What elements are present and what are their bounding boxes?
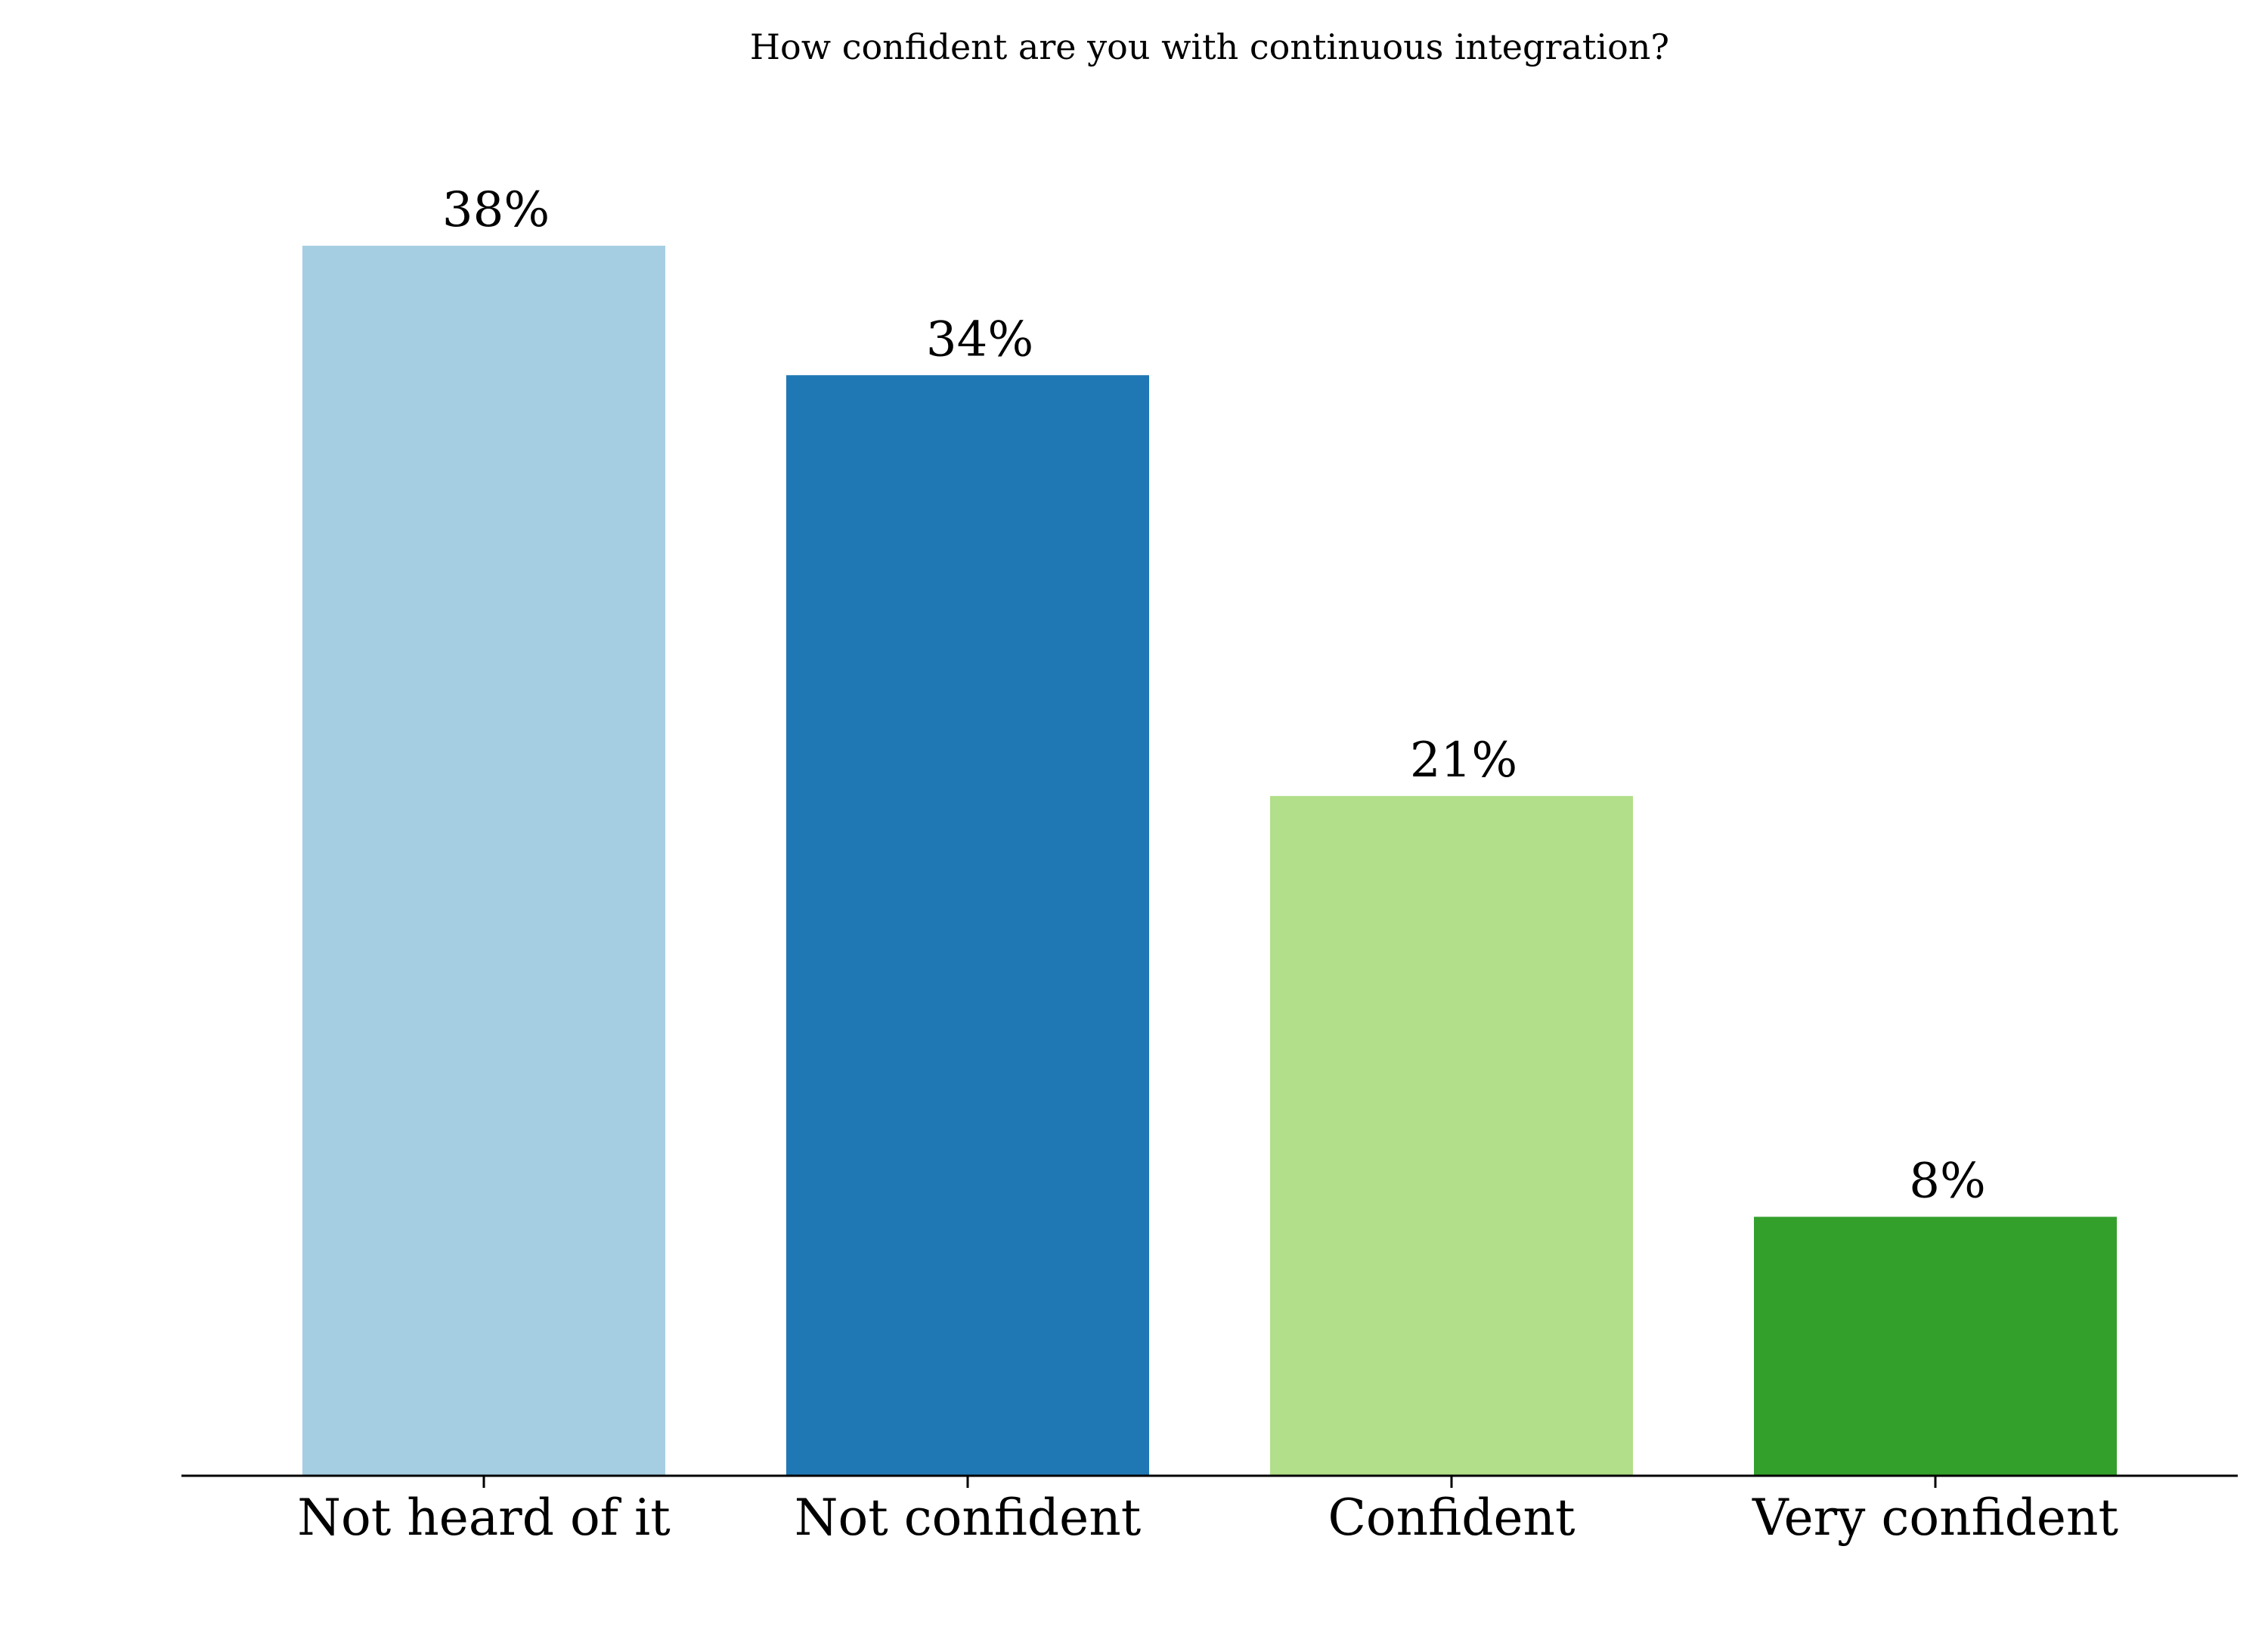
bar-not-confident bbox=[786, 375, 1149, 1476]
bar-not-heard-of-it bbox=[302, 246, 665, 1476]
bar-confident bbox=[1270, 795, 1633, 1476]
x-tick-label-not-heard-of-it: Not heard of it bbox=[297, 1489, 670, 1547]
x-tick-label-not-confident: Not confident bbox=[795, 1489, 1142, 1547]
data-label-not-confident: 34% bbox=[926, 311, 1033, 367]
x-tick-label-very-confident: Very confident bbox=[1752, 1489, 2118, 1547]
bars-layer bbox=[302, 246, 2117, 1476]
data-label-confident: 21% bbox=[1410, 733, 1517, 789]
x-tick-label-confident: Confident bbox=[1328, 1489, 1575, 1547]
bar-very-confident bbox=[1754, 1216, 2117, 1476]
x-tick-labels-layer: Not heard of it Not confident Confident Ver… bbox=[297, 1489, 2118, 1547]
data-label-very-confident: 8% bbox=[1909, 1153, 1986, 1209]
chart-title: How confident are you with continuous in… bbox=[750, 26, 1669, 67]
value-labels-layer: 38% 34% 21% 8% bbox=[442, 182, 1986, 1209]
data-label-not-heard-of-it: 38% bbox=[442, 182, 550, 238]
x-ticks-layer bbox=[482, 1476, 1937, 1488]
